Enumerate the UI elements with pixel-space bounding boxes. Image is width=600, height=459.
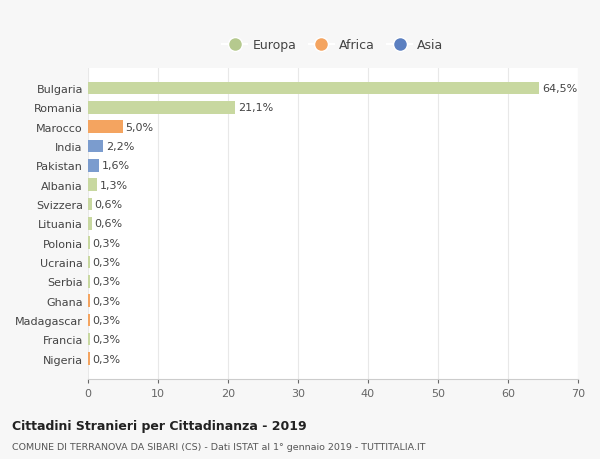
Text: 5,0%: 5,0% xyxy=(125,123,154,132)
Text: 0,3%: 0,3% xyxy=(92,277,121,286)
Bar xyxy=(88,353,90,365)
Bar xyxy=(88,314,90,326)
Text: 1,6%: 1,6% xyxy=(102,161,130,171)
Text: 2,2%: 2,2% xyxy=(106,142,134,151)
Text: 1,3%: 1,3% xyxy=(100,180,128,190)
Bar xyxy=(88,121,123,134)
Bar xyxy=(88,140,103,153)
Bar xyxy=(88,333,90,346)
Text: 0,6%: 0,6% xyxy=(95,200,123,209)
Text: 64,5%: 64,5% xyxy=(542,84,577,94)
Text: Cittadini Stranieri per Cittadinanza - 2019: Cittadini Stranieri per Cittadinanza - 2… xyxy=(12,419,307,432)
Legend: Europa, Africa, Asia: Europa, Africa, Asia xyxy=(217,34,448,57)
Bar xyxy=(88,256,90,269)
Text: 21,1%: 21,1% xyxy=(238,103,274,113)
Bar xyxy=(88,237,90,249)
Text: 0,3%: 0,3% xyxy=(92,296,121,306)
Bar xyxy=(88,198,92,211)
Bar xyxy=(88,160,99,172)
Text: 0,3%: 0,3% xyxy=(92,257,121,267)
Bar xyxy=(88,275,90,288)
Bar xyxy=(88,102,235,114)
Text: 0,3%: 0,3% xyxy=(92,315,121,325)
Bar xyxy=(88,218,92,230)
Bar xyxy=(88,179,97,191)
Bar xyxy=(88,295,90,307)
Text: COMUNE DI TERRANOVA DA SIBARI (CS) - Dati ISTAT al 1° gennaio 2019 - TUTTITALIA.: COMUNE DI TERRANOVA DA SIBARI (CS) - Dat… xyxy=(12,442,425,451)
Text: 0,6%: 0,6% xyxy=(95,219,123,229)
Text: 0,3%: 0,3% xyxy=(92,238,121,248)
Bar xyxy=(88,83,539,95)
Text: 0,3%: 0,3% xyxy=(92,354,121,364)
Text: 0,3%: 0,3% xyxy=(92,335,121,344)
